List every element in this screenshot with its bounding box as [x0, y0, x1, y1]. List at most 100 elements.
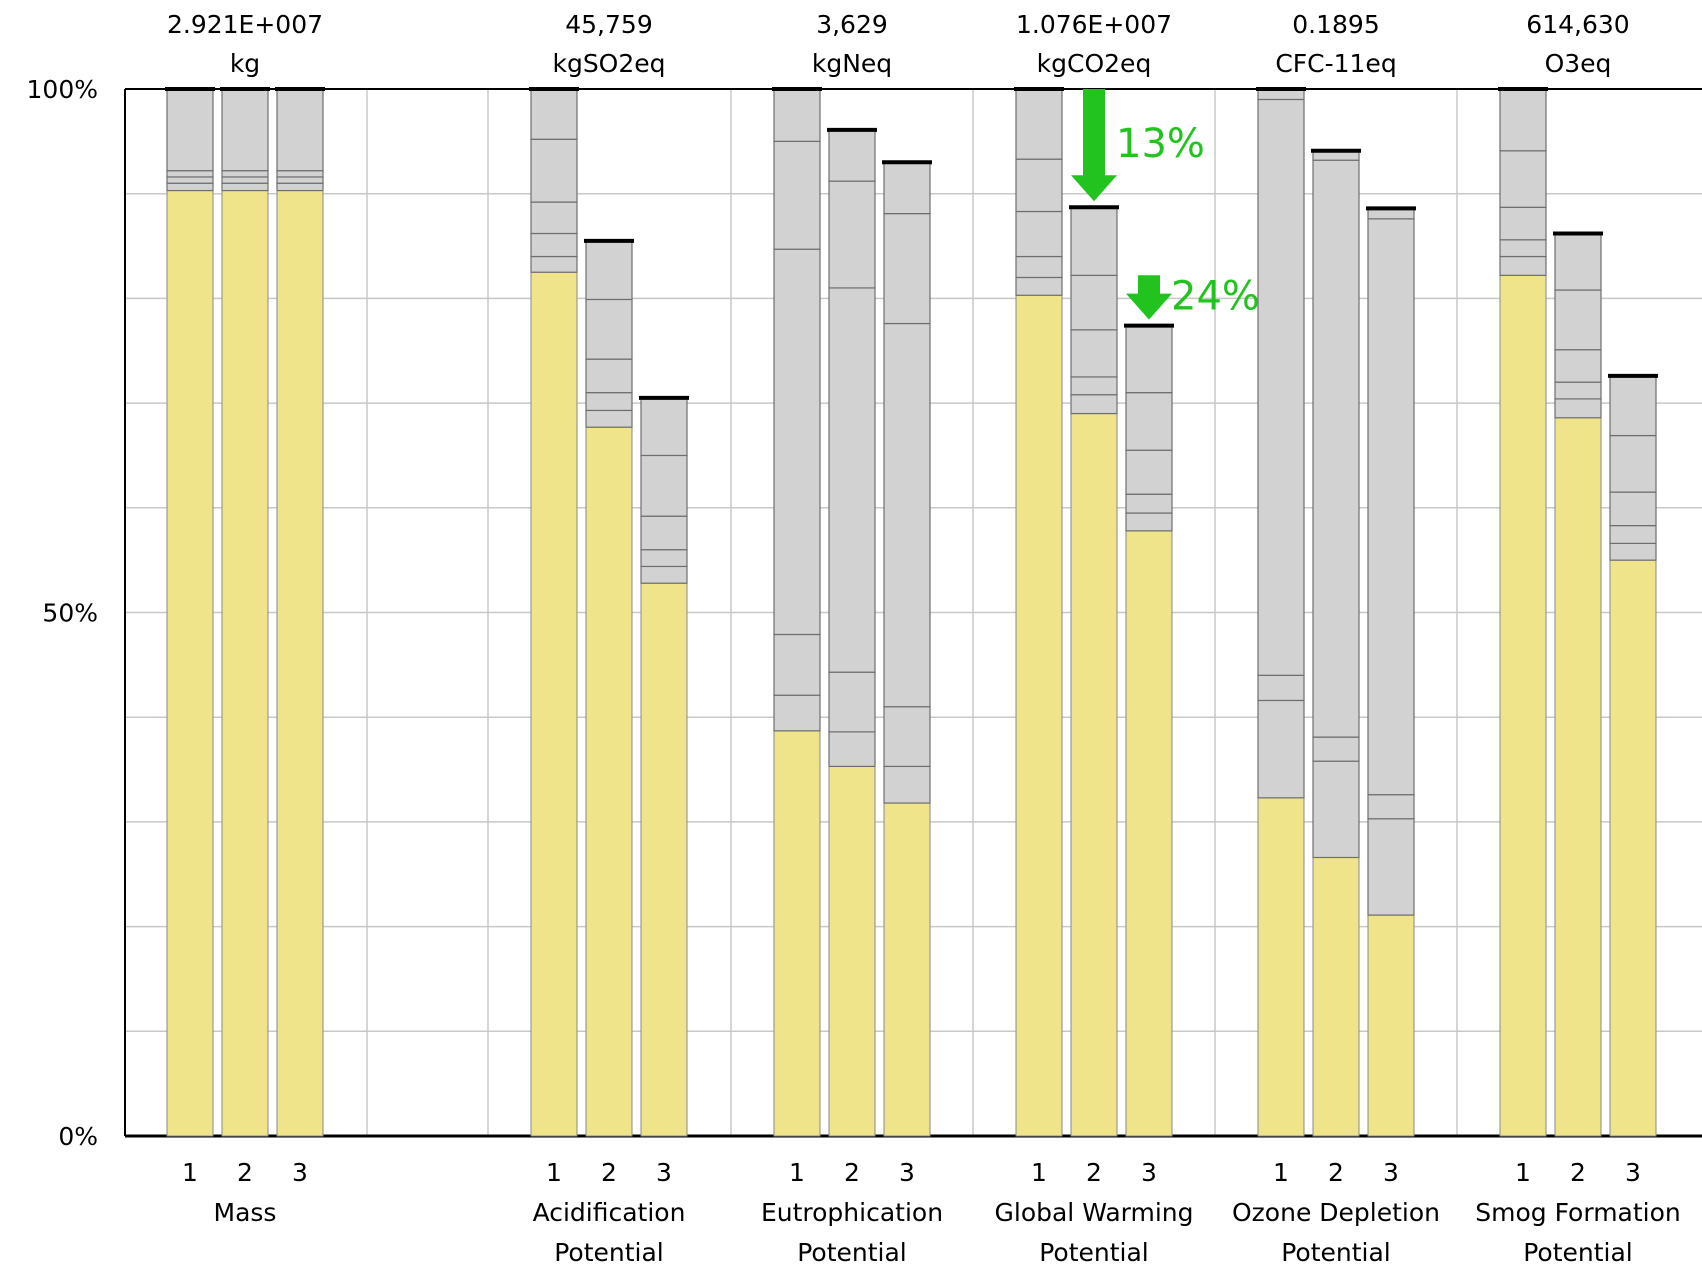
bar-segment	[276, 88, 324, 172]
bar-segment	[585, 409, 633, 428]
bar-segment-base	[166, 190, 214, 1137]
bar-segment	[828, 671, 876, 733]
bar-segment	[1125, 512, 1173, 532]
bar-segment	[1609, 434, 1657, 493]
bar-segment-base	[221, 190, 269, 1137]
group-total: 614,630	[1526, 10, 1629, 39]
bar-segment	[1499, 255, 1547, 276]
group-name: Eutrophication	[761, 1198, 943, 1227]
bar-segment	[1125, 449, 1173, 495]
bar-label: 1	[1515, 1158, 1531, 1187]
bar-segment-base	[1367, 914, 1415, 1137]
bar-segment	[276, 170, 324, 178]
bar-label: 2	[601, 1158, 617, 1187]
bar-label: 1	[1031, 1158, 1047, 1187]
bar-segment	[883, 161, 931, 215]
bar-segment-base	[1312, 856, 1360, 1137]
bar-segment	[1125, 493, 1173, 514]
bar-segment	[1312, 159, 1360, 738]
bar-segment	[773, 140, 821, 250]
bar-segment	[530, 255, 578, 273]
bar-segment	[1554, 289, 1602, 351]
bar-segment	[1015, 255, 1063, 279]
bar-segment	[1499, 239, 1547, 258]
reduction-arrow	[1071, 89, 1117, 202]
bar-label: 3	[1383, 1158, 1399, 1187]
bar-segment	[828, 180, 876, 289]
bar-segment	[773, 633, 821, 696]
bar-label: 3	[1141, 1158, 1157, 1187]
bar-label: 3	[656, 1158, 672, 1187]
bar-segment	[1609, 491, 1657, 527]
bar-segment	[640, 549, 688, 568]
bar-segment-base	[1257, 797, 1305, 1137]
bar-label: 1	[546, 1158, 562, 1187]
bar-segment	[1554, 232, 1602, 291]
bar-segment	[1367, 794, 1415, 820]
group-name: Potential	[554, 1238, 664, 1262]
bar-segment	[1367, 818, 1415, 916]
bar-segment-base	[1499, 274, 1547, 1137]
group-name: Potential	[1281, 1238, 1391, 1262]
y-tick-label: 0%	[58, 1122, 98, 1151]
bar-label: 3	[292, 1158, 308, 1187]
bar-segment	[828, 287, 876, 673]
bar-segment	[221, 88, 269, 172]
bar-segment	[1015, 158, 1063, 213]
bar-segment	[1070, 394, 1118, 415]
group-total: 1.076E+007	[1016, 10, 1172, 39]
bar-segment	[276, 182, 324, 192]
y-tick-label: 100%	[27, 75, 98, 104]
bar-label: 2	[237, 1158, 253, 1187]
bar-label: 2	[1086, 1158, 1102, 1187]
bar-segment	[1312, 760, 1360, 859]
bar-segment	[1070, 329, 1118, 378]
bar-segment	[773, 694, 821, 732]
bar-segment	[1554, 349, 1602, 383]
bar-segment	[221, 182, 269, 192]
bar-label: 1	[182, 1158, 198, 1187]
group-unit: kgSO2eq	[552, 49, 665, 78]
bar-segment	[1125, 392, 1173, 451]
bar-label: 2	[844, 1158, 860, 1187]
reduction-label: 24%	[1171, 273, 1260, 319]
bar-label: 2	[1570, 1158, 1586, 1187]
bar-segment	[1499, 206, 1547, 241]
bar-segment	[883, 322, 931, 708]
bar-segment	[221, 176, 269, 184]
bar-segment	[773, 248, 821, 636]
bar-segment	[1015, 210, 1063, 258]
bar-segment-base	[1125, 530, 1173, 1137]
bar-segment	[166, 170, 214, 178]
group-total: 3,629	[816, 10, 888, 39]
group-name: Global Warming	[995, 1198, 1194, 1227]
bar-segment	[1257, 674, 1305, 702]
bar-segment-base	[585, 426, 633, 1137]
bar-segment	[828, 731, 876, 768]
bar-segment-base	[640, 582, 688, 1137]
bar-segment	[883, 765, 931, 804]
bar-segment	[530, 201, 578, 235]
bar-segment-base	[883, 802, 931, 1137]
bar-segment	[1257, 699, 1305, 799]
y-tick-label: 50%	[42, 599, 98, 628]
bar-segment	[883, 212, 931, 325]
bar-segment	[166, 176, 214, 184]
bar-segment	[276, 176, 324, 184]
group-name: Acidification	[533, 1198, 686, 1227]
bar-label: 3	[899, 1158, 915, 1187]
bar-segment	[585, 392, 633, 412]
bar-segment	[1015, 276, 1063, 296]
bar-segment	[1609, 375, 1657, 437]
bar-label: 2	[1328, 1158, 1344, 1187]
group-name: Ozone Depletion	[1232, 1198, 1440, 1227]
bar-segment	[1367, 218, 1415, 796]
group-name: Potential	[797, 1238, 907, 1262]
bar-segment	[1312, 736, 1360, 762]
bar-segment	[166, 182, 214, 192]
bar-segment	[585, 358, 633, 394]
group-total: 45,759	[565, 10, 652, 39]
bar-segment	[773, 88, 821, 142]
bar-segment	[1609, 524, 1657, 544]
